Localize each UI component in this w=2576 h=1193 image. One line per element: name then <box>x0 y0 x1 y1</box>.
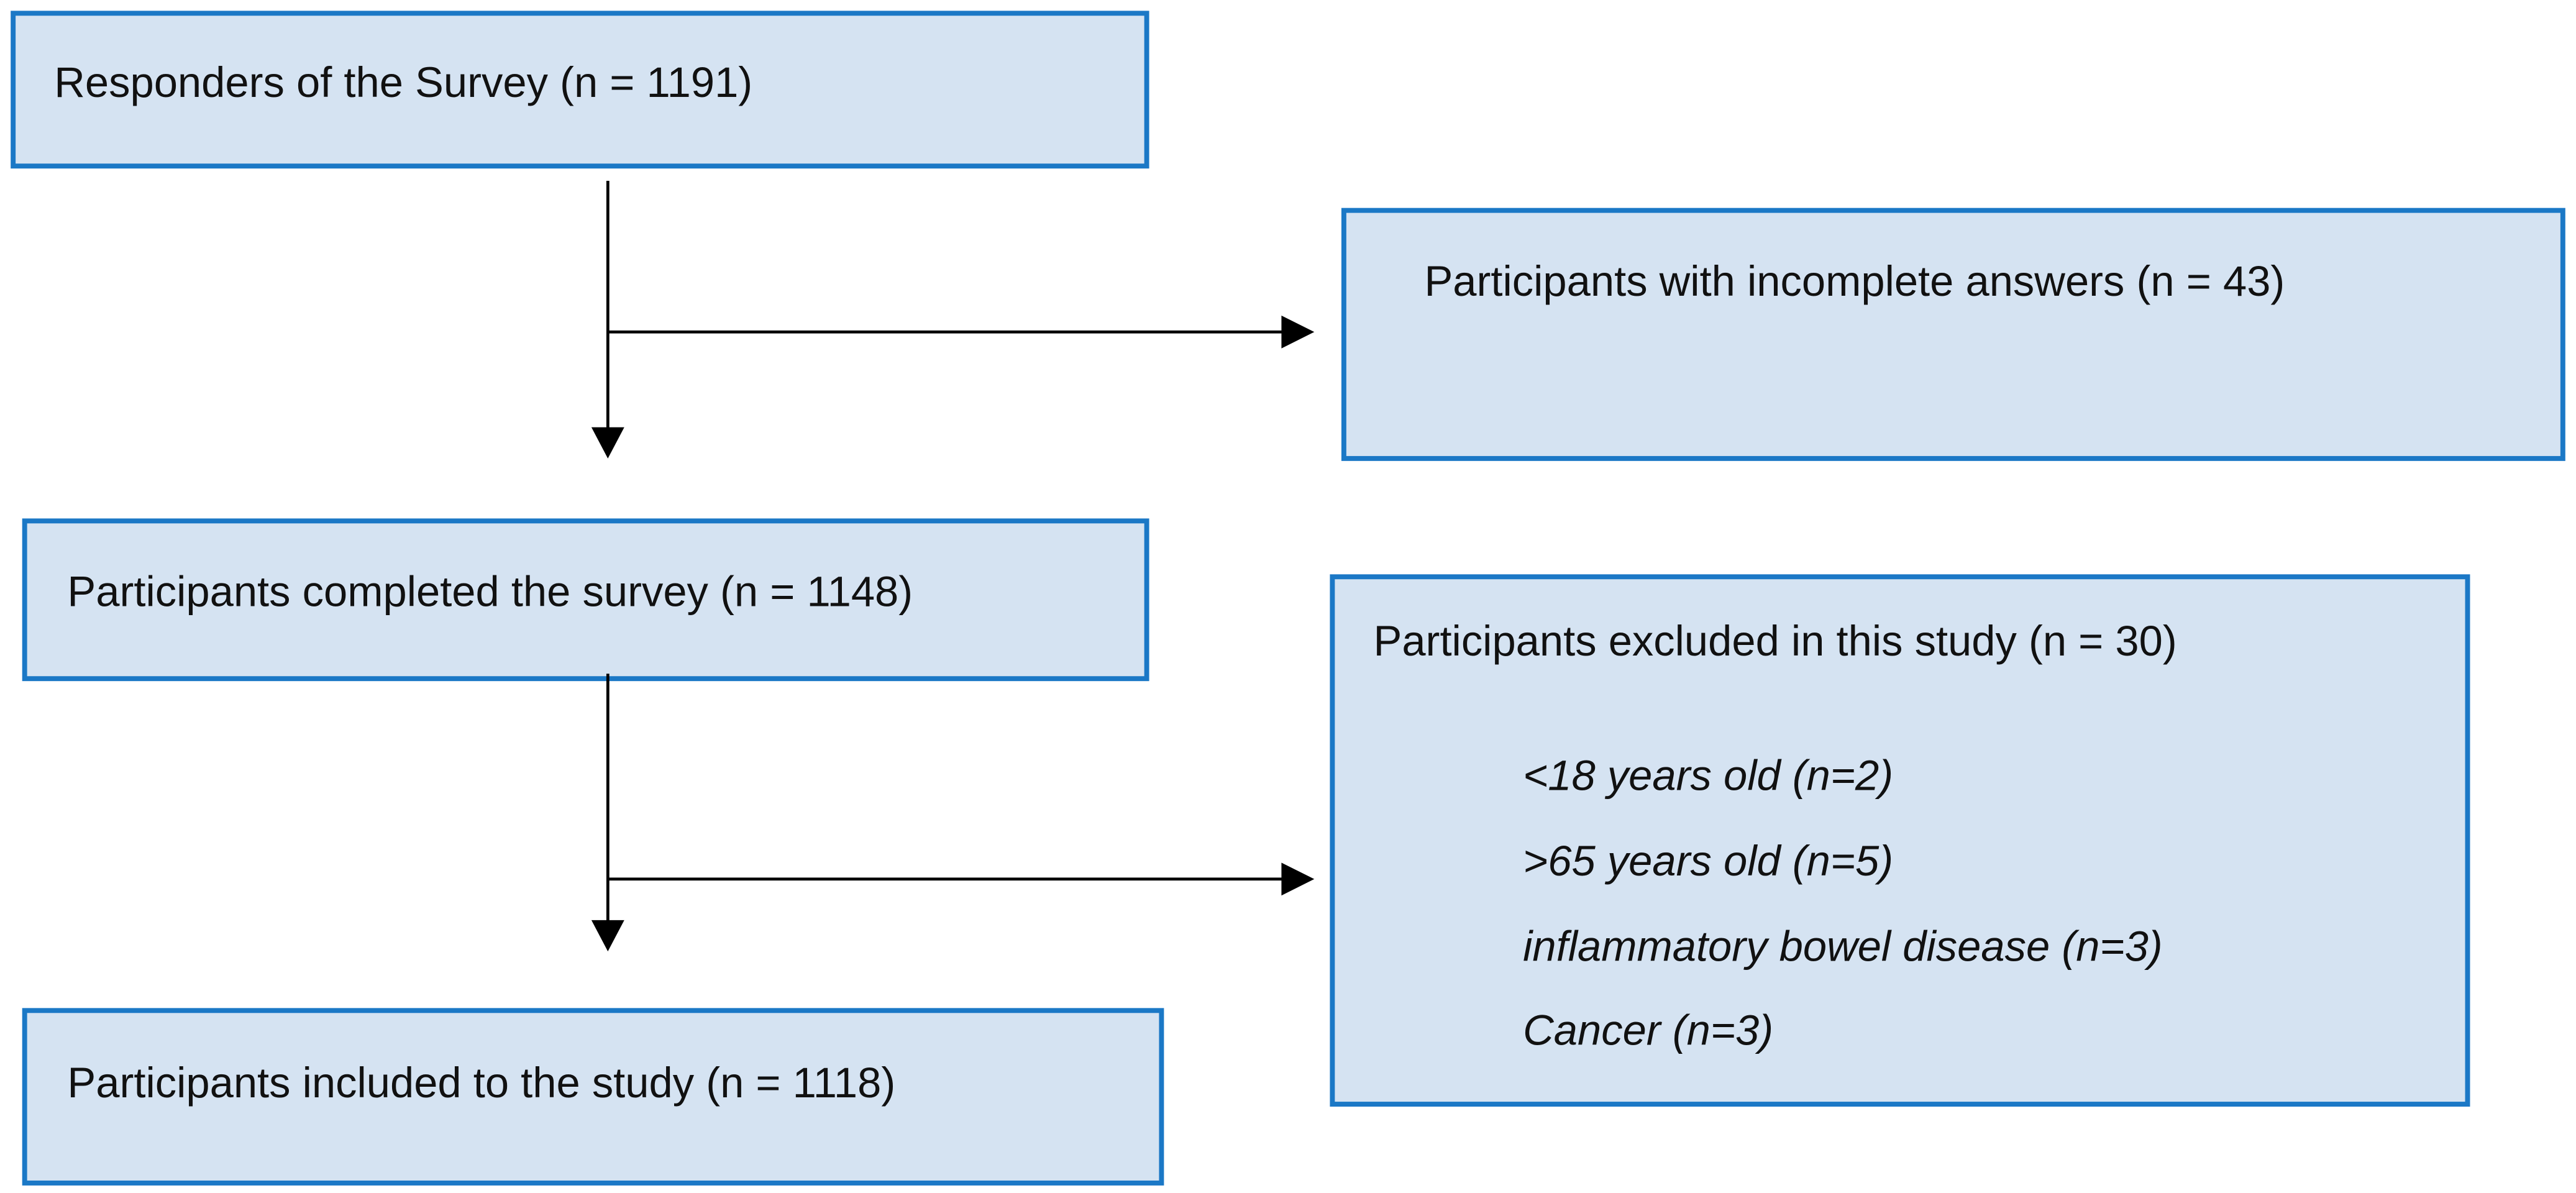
box <box>11 11 1149 169</box>
node-label: Participants excluded in this study (n =… <box>1373 617 2176 665</box>
exclusion-item: <18 years old (n=2) <box>1523 752 1893 800</box>
box <box>22 518 1149 682</box>
node-label: Participants included to the study (n = … <box>67 1059 895 1107</box>
box <box>1330 574 2470 1107</box>
arrowhead <box>1281 862 1315 896</box>
node-label: Participants with incomplete answers (n … <box>1424 257 2285 305</box>
exclusion-item: Cancer (n=3) <box>1523 1006 1773 1054</box>
exclusion-item: inflammatory bowel disease (n=3) <box>1523 923 2163 971</box>
arrowhead <box>1281 315 1315 349</box>
arrowhead <box>591 920 624 952</box>
arrowhead <box>591 427 624 459</box>
box <box>22 1008 1164 1186</box>
node-label: Responders of the Survey (n = 1191) <box>54 58 752 106</box>
node-label: Participants completed the survey (n = 1… <box>67 568 913 616</box>
exclusion-item: >65 years old (n=5) <box>1523 837 1893 885</box>
box <box>1341 208 2565 461</box>
